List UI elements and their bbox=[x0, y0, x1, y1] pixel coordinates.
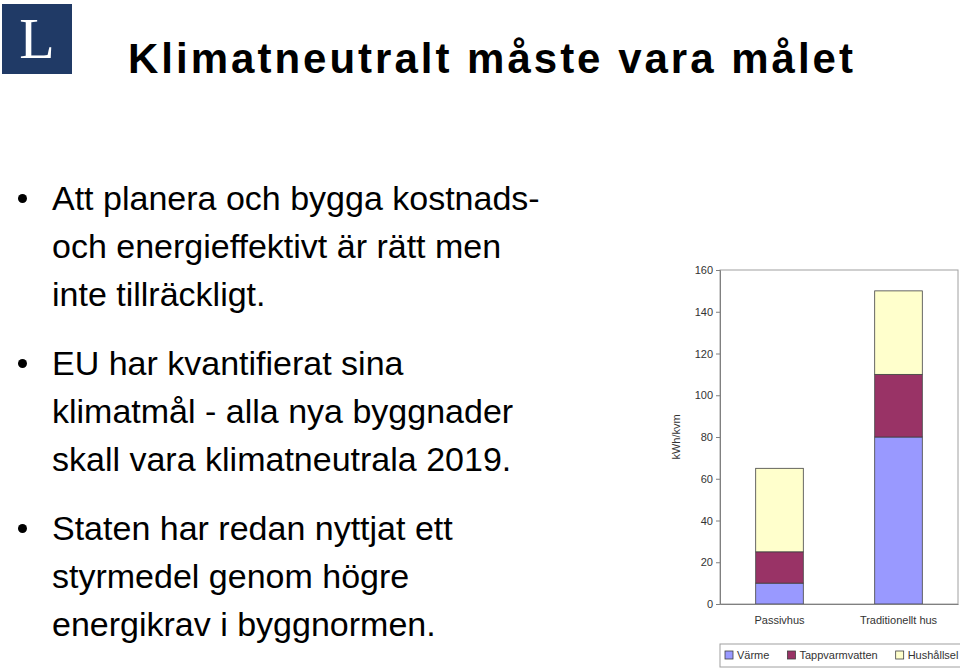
bullet-dot bbox=[18, 524, 27, 533]
x-tick: Passivhus bbox=[754, 604, 805, 626]
y-tick-mark bbox=[716, 521, 720, 522]
legend-label: Värme bbox=[737, 649, 769, 661]
y-tick: 60 bbox=[701, 473, 720, 485]
y-tick: 160 bbox=[695, 264, 720, 276]
y-tick-label: 100 bbox=[695, 389, 713, 401]
slide: L Klimatneutralt måste vara målet Att plan… bbox=[0, 0, 960, 669]
y-tick-mark bbox=[716, 395, 720, 396]
y-tick-mark bbox=[716, 354, 720, 355]
bullet-line: EU har kvantifierat sina bbox=[52, 343, 404, 383]
y-tick-label: 140 bbox=[695, 306, 713, 318]
bar-segment bbox=[756, 468, 804, 552]
title: Klimatneutralt måste vara målet bbox=[100, 28, 884, 90]
x-axis-line bbox=[721, 604, 959, 605]
y-tick: 80 bbox=[701, 431, 720, 443]
y-tick-mark bbox=[716, 562, 720, 563]
y-tick-label: 160 bbox=[695, 264, 713, 276]
y-tick-mark bbox=[716, 604, 720, 605]
logo: L bbox=[2, 4, 72, 74]
bullet-line: inte tillräckligt. bbox=[52, 274, 266, 314]
bullet-line: styrmedel genom högre bbox=[52, 556, 409, 596]
y-tick: 140 bbox=[695, 306, 720, 318]
y-tick: 120 bbox=[695, 348, 720, 360]
bullet-line: Att planera och bygga kostnads- bbox=[52, 178, 540, 218]
bullet-line: energikrav i byggnormen. bbox=[52, 604, 436, 644]
legend: Värme Tappvarmvatten Hushållsel bbox=[720, 644, 960, 667]
y-tick-label: 0 bbox=[707, 598, 713, 610]
y-tick-label: 40 bbox=[701, 515, 713, 527]
legend-label: Tappvarmvatten bbox=[799, 649, 877, 661]
y-tick: 100 bbox=[695, 389, 720, 401]
bullet-line: Staten har redan nyttjat ett bbox=[52, 508, 453, 548]
bullet-dot bbox=[18, 359, 27, 368]
bullet-line: klimatmål - alla nya byggnader bbox=[52, 391, 513, 431]
bar-segment bbox=[875, 374, 923, 437]
legend-swatch bbox=[787, 651, 795, 659]
bar-segment bbox=[875, 437, 923, 604]
y-tick-label: 80 bbox=[701, 431, 713, 443]
bullet-dot bbox=[18, 194, 27, 203]
bullet-line: skall vara klimatneutrala 2019. bbox=[52, 439, 511, 479]
x-tick: Traditionellt hus bbox=[860, 604, 938, 626]
y-tick: 40 bbox=[701, 515, 720, 527]
y-tick-mark bbox=[716, 437, 720, 438]
bar-segment bbox=[756, 552, 804, 583]
y-tick-mark bbox=[716, 312, 720, 313]
bars bbox=[756, 291, 923, 604]
y-tick: 20 bbox=[701, 556, 720, 568]
y-tick-label: 60 bbox=[701, 473, 713, 485]
legend-label: Hushållsel bbox=[908, 649, 959, 661]
y-tick-label: 20 bbox=[701, 556, 713, 568]
y-axis-line bbox=[716, 271, 721, 605]
x-tick-label: Traditionellt hus bbox=[860, 614, 938, 626]
plot-frame bbox=[720, 270, 958, 604]
bar-segment bbox=[875, 291, 923, 375]
legend-swatch bbox=[725, 651, 733, 659]
legend-swatch bbox=[896, 651, 904, 659]
bullet-line: och energieffektivt är rätt men bbox=[52, 226, 501, 266]
y-axis: 0 20 40 60 80 100 120 140 160 bbox=[695, 264, 721, 610]
y-tick-mark bbox=[716, 270, 720, 271]
y-tick-label: 120 bbox=[695, 348, 713, 360]
x-axis: Passivhus Traditionellt hus bbox=[721, 604, 959, 626]
y-tick-mark bbox=[716, 479, 720, 480]
x-tick-label: Passivhus bbox=[754, 614, 805, 626]
legend-box bbox=[720, 644, 960, 667]
chart: 0 20 40 60 80 100 120 140 160 Passivhus Traditione… bbox=[0, 0, 960, 669]
y-tick: 0 bbox=[707, 598, 720, 610]
y-axis-title: kWh/kvm bbox=[670, 414, 682, 459]
bar-segment bbox=[756, 583, 804, 604]
